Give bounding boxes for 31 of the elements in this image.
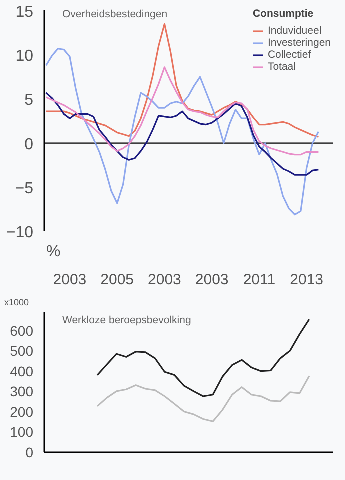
chart-title: Werkloze beroepsbevolking	[62, 314, 192, 326]
line-series	[45, 48, 320, 216]
x-tick-label: 2003	[53, 272, 87, 288]
y-tick-label: 0	[24, 136, 34, 154]
legend-label: Investeringen	[268, 37, 331, 49]
y-axis-title: x1000	[4, 298, 30, 308]
y-tick-label: 15	[16, 4, 34, 21]
y-tick-label: 0	[26, 444, 34, 460]
x-tick-label: 2005	[100, 272, 134, 288]
y-tick-label: 400	[10, 363, 34, 380]
x-tick-label: 2011	[243, 272, 276, 288]
y-tick-label: −5	[15, 180, 34, 198]
legend-title: Consumptie	[252, 8, 315, 20]
legend-label: Induvidueel	[268, 25, 322, 37]
x-tick-label: 2013	[290, 272, 324, 288]
y-tick-label: 600	[10, 322, 34, 339]
legend-label: Collectief	[268, 49, 312, 61]
y-tick-label: −10	[6, 224, 34, 242]
legend-label: Totaal	[268, 61, 296, 73]
y-tick-label: 200	[10, 404, 34, 420]
y-tick-label: 500	[10, 343, 34, 360]
line-series	[45, 92, 320, 176]
y-tick-label: 100	[10, 424, 34, 440]
chart-title: Overheidsbestedingen	[62, 8, 168, 20]
x-tick-label: 2003	[195, 272, 229, 288]
y-tick-label: 300	[10, 384, 34, 400]
y-axis-title: %	[46, 244, 61, 260]
y-tick-label: 5	[24, 92, 34, 110]
line-series	[96, 375, 310, 422]
x-tick-label: 2003	[148, 272, 182, 288]
y-tick-label: 10	[16, 48, 34, 66]
